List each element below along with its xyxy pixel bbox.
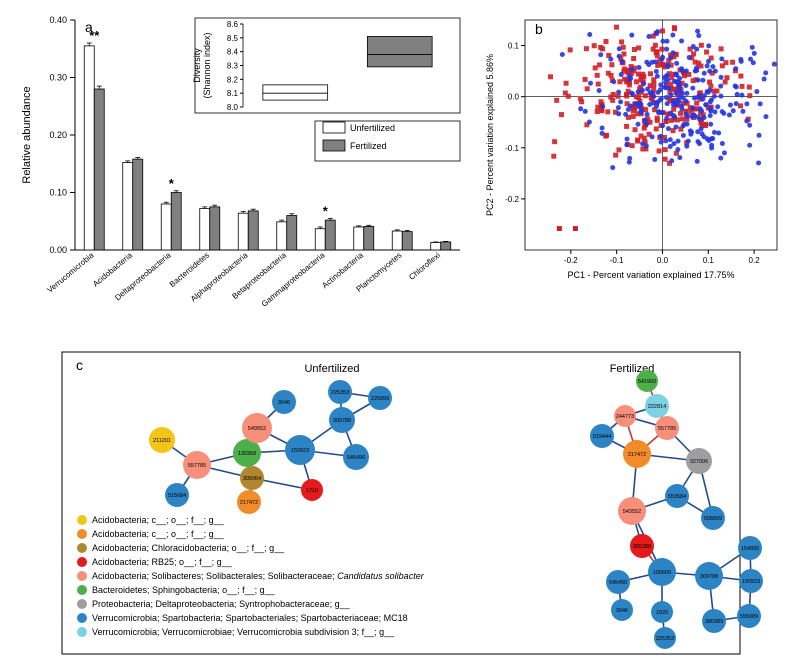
svg-text:309788: 309788: [700, 574, 718, 580]
svg-text:8.0: 8.0: [227, 103, 239, 112]
svg-text:Acidobacteria; c__; o__; f__;: Acidobacteria; c__; o__; f__; g__: [92, 515, 225, 525]
svg-text:549552: 549552: [248, 426, 266, 432]
svg-text:225353: 225353: [331, 390, 349, 396]
svg-text:Chloroflexi: Chloroflexi: [407, 250, 442, 281]
svg-text:519444: 519444: [593, 434, 611, 440]
svg-text:557785: 557785: [188, 463, 206, 469]
svg-text:*: *: [323, 203, 329, 218]
svg-text:225899: 225899: [371, 396, 389, 402]
svg-text:Gammaproteobacteria: Gammaproteobacteria: [260, 250, 327, 308]
svg-text:386989: 386989: [705, 619, 723, 625]
svg-text:8.3: 8.3: [227, 62, 239, 71]
svg-text:8.5: 8.5: [227, 34, 239, 43]
svg-text:100600: 100600: [653, 570, 671, 576]
svg-text:-0.2: -0.2: [505, 195, 519, 204]
svg-text:Verrucomicrobia; Spartobacteri: Verrucomicrobia; Spartobacteria; Spartob…: [92, 613, 408, 623]
svg-text:244773: 244773: [616, 414, 634, 420]
svg-text:555089: 555089: [740, 614, 758, 620]
svg-text:0.0: 0.0: [508, 93, 520, 102]
svg-text:130368: 130368: [238, 451, 256, 457]
svg-text:Verrucomicrobia; Verrucomicrob: Verrucomicrobia; Verrucomicrobiae; Verru…: [92, 627, 395, 637]
svg-text:-0.1: -0.1: [610, 256, 624, 265]
svg-text:217472: 217472: [240, 500, 258, 506]
svg-text:Diversity: Diversity: [192, 48, 202, 83]
svg-text:508899: 508899: [704, 516, 722, 522]
svg-text:8.2: 8.2: [227, 75, 239, 84]
svg-text:217472: 217472: [628, 452, 646, 458]
svg-text:Bacteroidetes; Sphingobacteria: Bacteroidetes; Sphingobacteria; o__; f__…: [92, 585, 276, 595]
svg-text:150923: 150923: [742, 579, 760, 585]
svg-text:545490: 545490: [347, 455, 365, 461]
svg-text:541900: 541900: [638, 379, 656, 385]
svg-text:0.10: 0.10: [49, 188, 67, 198]
svg-text:0.30: 0.30: [49, 73, 67, 83]
svg-text:545490: 545490: [609, 580, 627, 586]
svg-text:154890: 154890: [741, 546, 759, 552]
svg-text:Acidobacteria; Solibacteres; S: Acidobacteria; Solibacteres; Solibactera…: [92, 571, 425, 581]
svg-text:8.4: 8.4: [227, 48, 239, 57]
svg-text:b: b: [535, 21, 543, 37]
svg-text:0.2: 0.2: [749, 256, 761, 265]
svg-text:8.6: 8.6: [227, 20, 239, 29]
svg-text:8.1: 8.1: [227, 89, 239, 98]
svg-text:222814: 222814: [648, 404, 666, 410]
svg-text:0.20: 0.20: [49, 130, 67, 140]
svg-text:0.1: 0.1: [508, 42, 520, 51]
svg-text:PC1 - Percent variation explai: PC1 - Percent variation explained 17.75%: [567, 270, 734, 280]
svg-text:Acidobacteria; RB25; o__; f__;: Acidobacteria; RB25; o__; f__; g__: [92, 557, 233, 567]
svg-text:0.00: 0.00: [49, 245, 67, 255]
svg-text:0.40: 0.40: [49, 15, 67, 25]
svg-text:225353: 225353: [656, 636, 674, 642]
svg-text:Fertilized: Fertilized: [350, 141, 387, 151]
svg-text:0.1: 0.1: [703, 256, 715, 265]
svg-text:Unfertilized: Unfertilized: [304, 363, 359, 375]
svg-text:Acidobacteria; c__; o__; f__;: Acidobacteria; c__; o__; f__; g__: [92, 529, 225, 539]
svg-text:3046: 3046: [278, 400, 290, 406]
svg-text:1920: 1920: [656, 610, 668, 616]
svg-text:0.0: 0.0: [657, 256, 669, 265]
svg-text:Relative abundance: Relative abundance: [21, 86, 33, 183]
svg-text:(Shannon index): (Shannon index): [202, 32, 212, 98]
svg-text:211201: 211201: [153, 438, 171, 444]
svg-text:557785: 557785: [658, 426, 676, 432]
svg-text:c: c: [76, 357, 83, 373]
svg-text:PC2 - Percent variation explai: PC2 - Percent variation explained 5.86%: [485, 54, 495, 216]
svg-text:Acidobacteria; Chloracidobacte: Acidobacteria; Chloracidobacteria; o__; …: [92, 543, 285, 553]
svg-text:305064: 305064: [243, 476, 261, 482]
svg-text:355388: 355388: [633, 544, 651, 550]
svg-text:515684: 515684: [168, 493, 186, 499]
svg-text:-0.2: -0.2: [564, 256, 578, 265]
svg-text:553584: 553584: [668, 494, 686, 500]
svg-text:327006: 327006: [690, 459, 708, 465]
svg-text:309788: 309788: [333, 418, 351, 424]
svg-text:1710: 1710: [306, 488, 318, 494]
svg-text:-0.1: -0.1: [505, 144, 519, 153]
svg-text:3046: 3046: [616, 608, 628, 614]
svg-text:Proteobacteria; Deltaproteobac: Proteobacteria; Deltaproteobacteria; Syn…: [92, 599, 351, 609]
svg-text:*: *: [169, 176, 175, 191]
svg-text:a: a: [85, 19, 93, 35]
svg-text:150923: 150923: [291, 448, 309, 454]
svg-text:Verrucomicrobia: Verrucomicrobia: [45, 250, 95, 294]
svg-text:543552: 543552: [623, 509, 641, 515]
svg-text:Unfertilized: Unfertilized: [350, 123, 395, 133]
